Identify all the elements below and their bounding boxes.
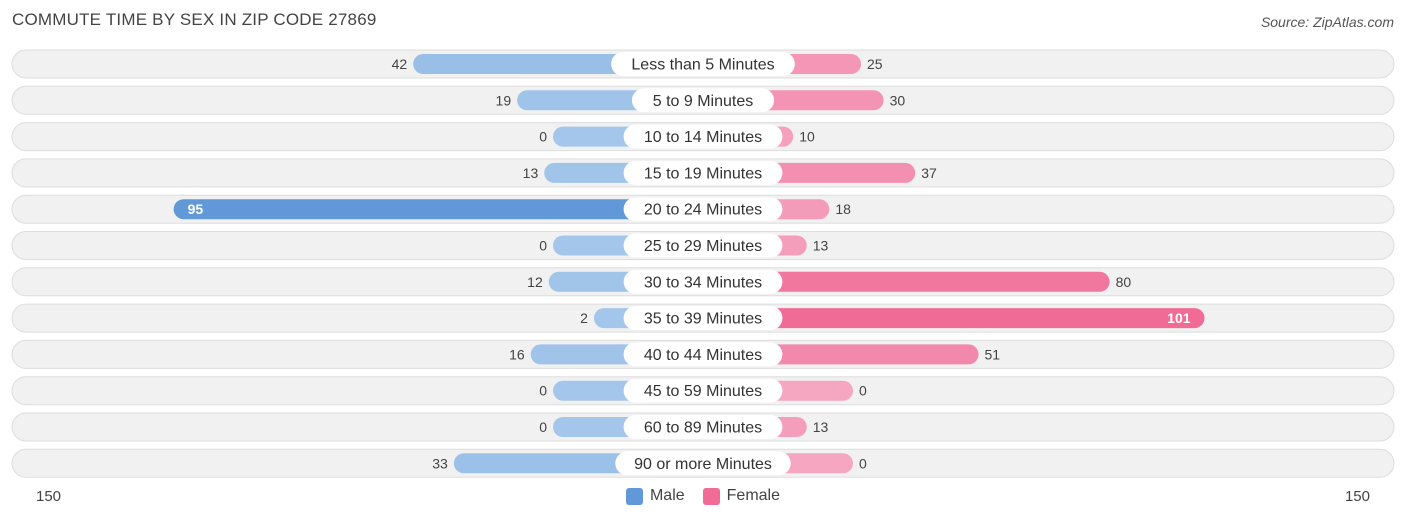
category-label: 5 to 9 Minutes: [653, 93, 754, 110]
female-value-label: 13: [813, 419, 829, 435]
female-bar: [703, 308, 1205, 329]
legend-female-swatch: [702, 487, 720, 505]
category-label: Less than 5 Minutes: [631, 57, 774, 74]
category-label: 25 to 29 Minutes: [644, 238, 762, 255]
category-label-bg: [623, 233, 783, 258]
female-value-label: 80: [1116, 274, 1132, 290]
category-label-bg: [611, 52, 795, 76]
category-label: 40 to 44 Minutes: [644, 347, 762, 364]
category-label-bg: [631, 88, 775, 113]
female-value-label: 13: [813, 238, 829, 254]
male-value-label: 13: [523, 165, 539, 181]
category-label-bg: [623, 415, 783, 439]
legend-female: Female: [702, 487, 781, 505]
male-value-label: 12: [527, 274, 543, 290]
male-value-label: 33: [432, 455, 448, 471]
male-bar: [173, 199, 704, 220]
category-label: 45 to 59 Minutes: [644, 383, 762, 400]
category-label-bg: [615, 451, 791, 476]
male-value-label: 2: [580, 310, 588, 326]
category-label: 30 to 34 Minutes: [644, 274, 762, 291]
legend: Male Female: [0, 487, 1406, 505]
axis-right-label: 150: [1344, 488, 1370, 505]
male-value-label: 0: [539, 419, 547, 435]
female-value-label: 18: [835, 201, 851, 217]
male-value-label: 0: [539, 129, 547, 145]
legend-male-swatch: [625, 487, 643, 505]
male-value-label: 0: [539, 383, 547, 399]
female-value-label: 10: [799, 129, 815, 145]
legend-female-label: Female: [726, 487, 781, 504]
female-value-label: 25: [867, 56, 883, 72]
female-value-label: 37: [921, 165, 937, 181]
female-value-label: 30: [890, 92, 906, 108]
category-label-bg: [623, 342, 783, 367]
male-value-label: 42: [392, 56, 408, 72]
female-bar: [703, 271, 1110, 292]
category-label: 15 to 19 Minutes: [644, 165, 762, 182]
category-label-bg: [623, 197, 783, 222]
female-value-label: 0: [859, 455, 867, 471]
female-value-label: 0: [859, 383, 867, 399]
axis-left-label: 150: [36, 488, 62, 505]
category-label: 35 to 39 Minutes: [644, 311, 762, 328]
male-value-label: 95: [188, 201, 204, 217]
category-label-bg: [623, 306, 783, 331]
legend-male: Male: [625, 487, 685, 505]
category-label-bg: [623, 124, 783, 149]
female-value-label: 101: [1167, 310, 1191, 326]
category-label: 90 or more Minutes: [634, 456, 772, 473]
male-value-label: 19: [496, 92, 512, 108]
category-label: 60 to 89 Minutes: [644, 420, 762, 437]
category-label: 20 to 24 Minutes: [644, 202, 762, 219]
female-value-label: 51: [985, 346, 1001, 362]
category-label-bg: [623, 378, 783, 403]
category-label-bg: [623, 269, 783, 294]
legend-male-label: Male: [649, 487, 685, 504]
category-label: 10 to 14 Minutes: [644, 129, 762, 146]
category-label-bg: [623, 160, 783, 185]
male-value-label: 0: [539, 238, 547, 254]
source-note: Source: ZipAtlas.com: [1260, 14, 1394, 30]
male-value-label: 16: [509, 346, 525, 362]
chart-title: COMMUTE TIME BY SEX IN ZIP CODE 27869: [12, 10, 377, 29]
